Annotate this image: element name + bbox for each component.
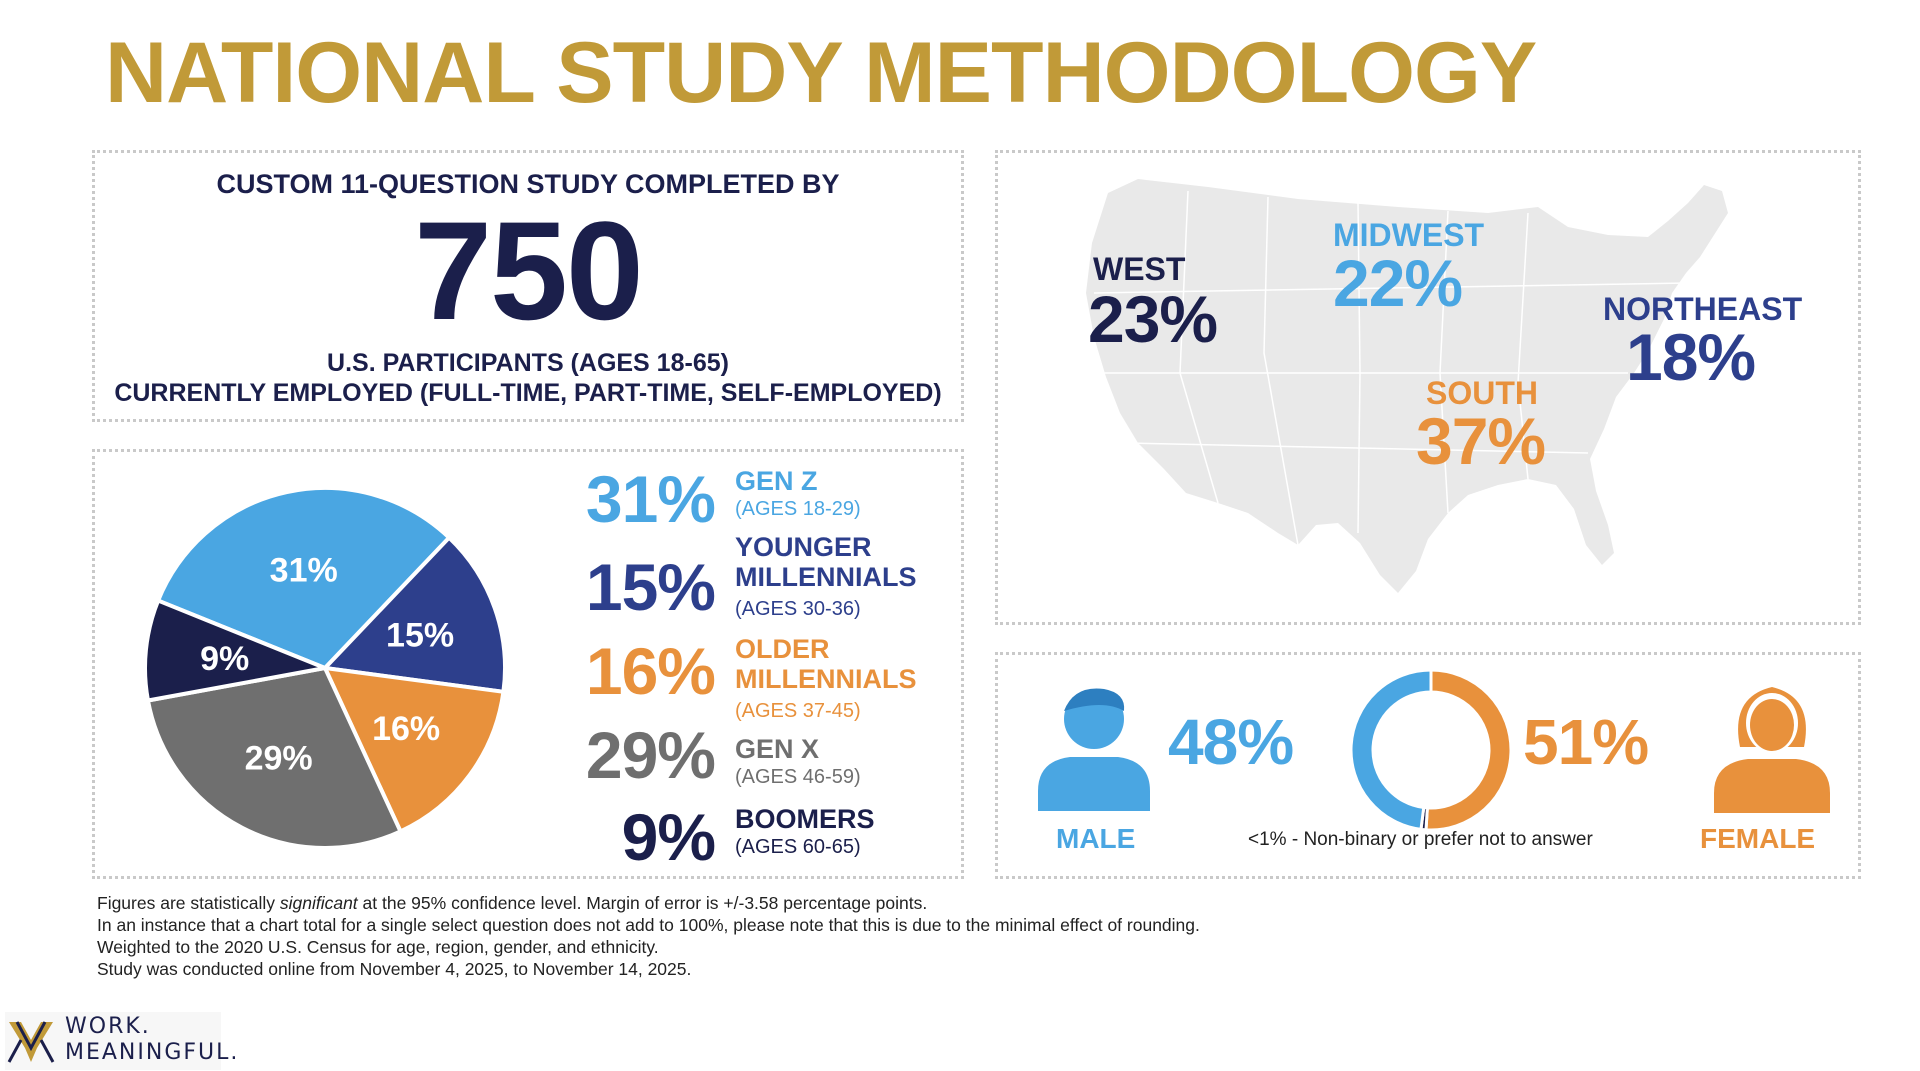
footnote-significance: Figures are statistically significant at… [97, 892, 1200, 914]
footnote-1a: Figures are statistically [97, 893, 280, 913]
legend-name-gen-z: GEN Z [735, 466, 818, 496]
footnote-weighting: Weighted to the 2020 U.S. Census for age… [97, 937, 659, 957]
region-name-west: WEST [1093, 251, 1186, 287]
male-person-icon [1038, 688, 1150, 811]
pie-label-older-millennials: 16% [372, 710, 440, 748]
region-pct-south: 37% [1416, 404, 1546, 478]
page-title: NATIONAL STUDY METHODOLOGY [105, 25, 1537, 121]
region-name-northeast: NORTHEAST [1603, 291, 1803, 327]
donut-slice-male [1349, 668, 1433, 832]
footnote-rounding: In an instance that a chart total for a … [97, 915, 1200, 935]
legend-ages-gen-x: (AGES 46-59) [735, 766, 861, 788]
region-pct-midwest: 22% [1333, 246, 1463, 320]
participants-panel: CUSTOM 11-QUESTION STUDY COMPLETED BY 75… [92, 150, 964, 422]
logo-text-meaningful: MEANINGFUL. [65, 1040, 240, 1065]
participant-ages: U.S. PARTICIPANTS (AGES 18-65) [327, 349, 729, 377]
female-pct: 51% [1523, 706, 1649, 778]
logo-text-work: WORK. [65, 1014, 151, 1039]
legend-name-younger-millennials: YOUNGER MILLENNIALS [735, 532, 917, 592]
donut-slice-female [1424, 668, 1513, 832]
region-name-midwest: MIDWEST [1333, 217, 1485, 253]
legend-pct-gen-z: 31% [585, 462, 716, 536]
pie-label-gen-x: 29% [245, 739, 313, 777]
male-pct: 48% [1168, 706, 1294, 778]
pie-slice-gen-x [145, 665, 404, 850]
legend-pct-boomers: 9% [621, 800, 716, 874]
legend-ages-boomers: (AGES 60-65) [735, 836, 861, 858]
legend-ages-younger-millennials: (AGES 30-36) [735, 598, 861, 620]
pie-slice-older-millennials [321, 665, 506, 835]
male-label: MALE [1056, 823, 1136, 854]
region-pct-west: 23% [1088, 282, 1218, 356]
pie-label-boomers: 9% [200, 640, 249, 678]
us-map-shape [1086, 179, 1728, 593]
footnote-1c: at the 95% confidence level. Margin of e… [357, 893, 928, 913]
legend-name-older-millennials: OLDER MILLENNIALS [735, 634, 917, 694]
generation-panel: 31% 15% 16% 29% 9% 31% GEN Z (AGES 18-29) 15… [92, 449, 964, 879]
pie-slice-boomers [143, 597, 333, 703]
region-name-south: SOUTH [1426, 375, 1538, 411]
participant-employment: CURRENTLY EMPLOYED (FULL-TIME, PART-TIME… [114, 379, 942, 407]
pie-label-younger-millennials: 15% [386, 617, 454, 655]
footnote-1b: significant [279, 893, 358, 913]
participant-count: 750 [414, 192, 644, 349]
female-person-icon [1714, 687, 1830, 813]
gender-panel: MALE 48% 51% FEMALE <1% - Non-binary or … [995, 652, 1861, 879]
gender-donut-chart [1349, 668, 1513, 832]
state-borders [1093, 190, 1689, 546]
generation-pie-chart: 31% 15% 16% 29% 9% [143, 486, 507, 850]
pie-slice-gen-z [155, 486, 452, 671]
legend-name-gen-x: GEN X [735, 734, 820, 764]
legend-name-boomers: BOOMERS [735, 804, 875, 834]
region-pct-northeast: 18% [1626, 320, 1756, 394]
pie-slice-younger-millennials [320, 534, 507, 695]
legend-pct-gen-x: 29% [585, 718, 716, 792]
logo-mark-icon [7, 1021, 55, 1063]
study-lead-text: CUSTOM 11-QUESTION STUDY COMPLETED BY [216, 169, 840, 199]
nonbinary-note: <1% - Non-binary or prefer not to answer [1248, 829, 1593, 850]
legend-pct-younger-millennials: 15% [585, 550, 716, 624]
pie-label-gen-z: 31% [270, 551, 338, 589]
legend-ages-older-millennials: (AGES 37-45) [735, 700, 861, 722]
legend-ages-gen-z: (AGES 18-29) [735, 498, 861, 520]
us-map-graphic [1086, 179, 1728, 593]
footnote-dates: Study was conducted online from November… [97, 959, 692, 979]
legend-pct-older-millennials: 16% [585, 634, 716, 708]
female-label: FEMALE [1700, 823, 1816, 854]
company-logo: WORK. MEANINGFUL. [5, 1012, 237, 1070]
footnotes: Figures are statistically significant at… [97, 892, 1200, 980]
region-panel: WEST 23% MIDWEST 22% NORTHEAST 18% SOUTH… [995, 150, 1861, 625]
